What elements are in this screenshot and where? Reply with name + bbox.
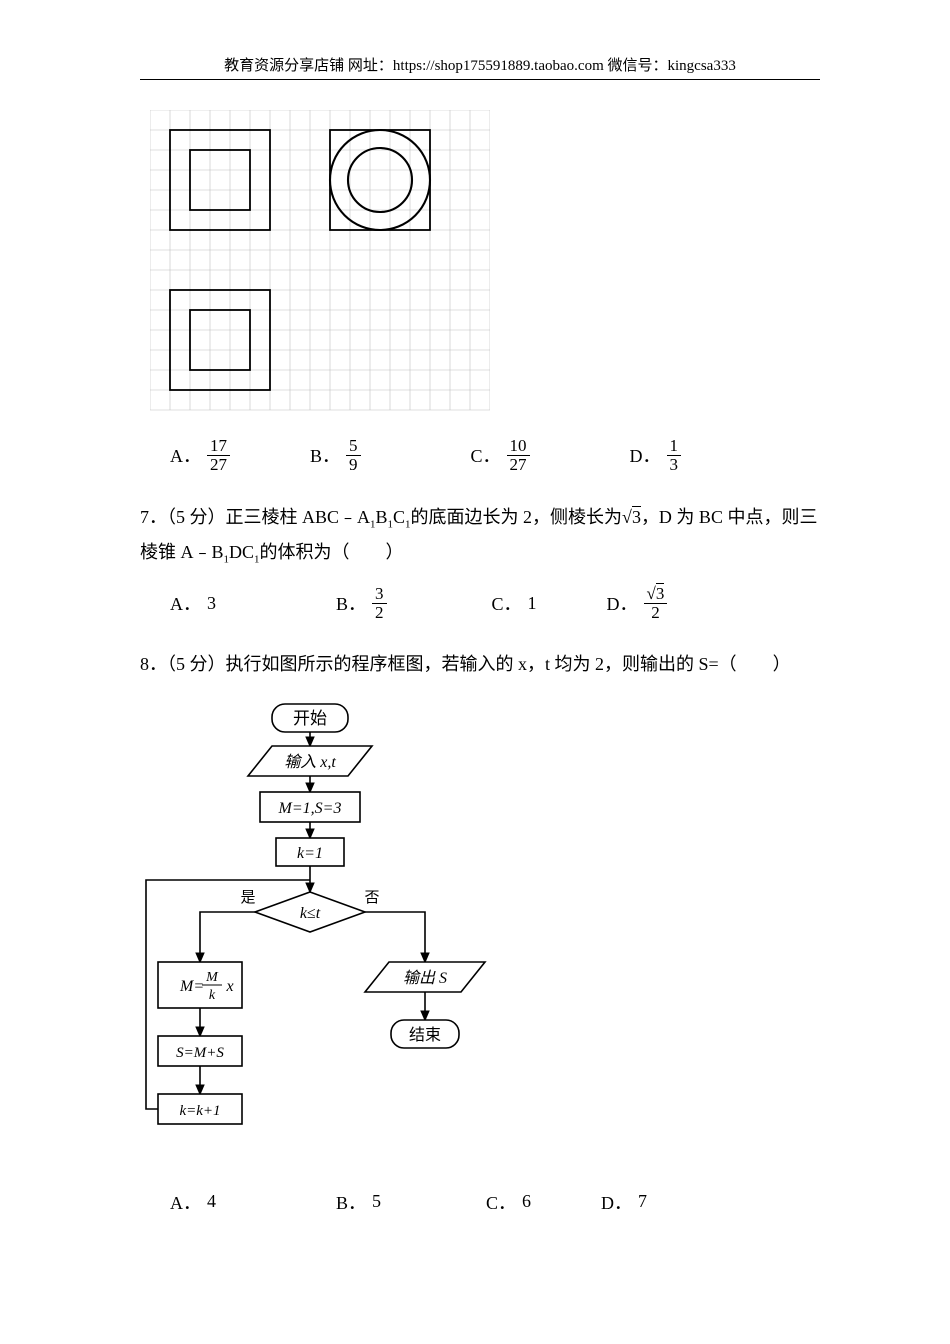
svg-text:k≤t: k≤t [300,905,321,922]
svg-text:k: k [209,988,216,1003]
q8-text: 8．（5 分）执行如图所示的程序框图，若输入的 x，t 均为 2，则输出的 S=… [140,647,820,681]
option: B．5 [336,1189,381,1215]
q7-l2c: 的体积为（ ） [260,542,404,562]
option: A．4 [170,1189,216,1215]
q7-m3: 的底面边长为 2，侧棱长为 [411,507,623,527]
option: A．3 [170,590,216,616]
header-rule [140,79,820,80]
q7-l2a: 棱锥 A﹣B [140,542,224,562]
q7-tail: ，D 为 BC 中点，则三 [641,507,818,527]
grid-views-figure [150,110,820,419]
svg-text:k=1: k=1 [297,845,323,862]
svg-text:输出 S: 输出 S [403,969,447,987]
flowchart-figure: 开始输入 x,t M=1,S=3 k=1 k≤t 是 M=Mk x S=M+S k=k+1 否输… [140,696,820,1171]
option: D．13 [630,437,682,474]
svg-text:输入 x,t: 输入 x,t [284,753,336,771]
q7-m1: B [376,507,388,527]
svg-text:否: 否 [364,890,379,906]
q7-l2b: DC [229,542,254,562]
option: D．√32 [607,585,668,622]
svg-text:M=: M= [179,978,204,995]
q7-m2: C [393,507,405,527]
option: B．32 [336,585,387,622]
q7-options: A．3 B．32 C．1 D．√32 [140,585,820,622]
svg-text:M: M [205,970,219,985]
svg-text:k=k+1: k=k+1 [179,1103,220,1119]
q7-sqrt-body: 3 [632,506,641,527]
q7-prefix: 7．（5 分）正三棱柱 ABC﹣A [140,507,370,527]
option: D．7 [601,1189,647,1215]
page-header: 教育资源分享店铺 网址：https://shop175591889.taobao… [140,54,820,75]
option: B．59 [310,437,361,474]
svg-text:结束: 结束 [409,1026,441,1044]
svg-text:开始: 开始 [293,709,327,728]
svg-text:M=1,S=3: M=1,S=3 [278,800,342,817]
svg-text:S=M+S: S=M+S [176,1045,224,1061]
option: C．6 [486,1189,531,1215]
q6-options: A．1727 B．59 C．1027 D．13 [140,437,820,474]
option: C．1 [492,590,537,616]
q8-options: A．4 B．5 C．6 D．7 [140,1189,820,1215]
q7-sqrt: √ [622,507,632,527]
svg-text:是: 是 [240,890,255,906]
option: A．1727 [170,437,230,474]
q7-text: 7．（5 分）正三棱柱 ABC﹣A1B1C1的底面边长为 2，侧棱长为√3，D … [140,500,820,571]
svg-text:x: x [225,978,233,995]
option: C．1027 [471,437,530,474]
